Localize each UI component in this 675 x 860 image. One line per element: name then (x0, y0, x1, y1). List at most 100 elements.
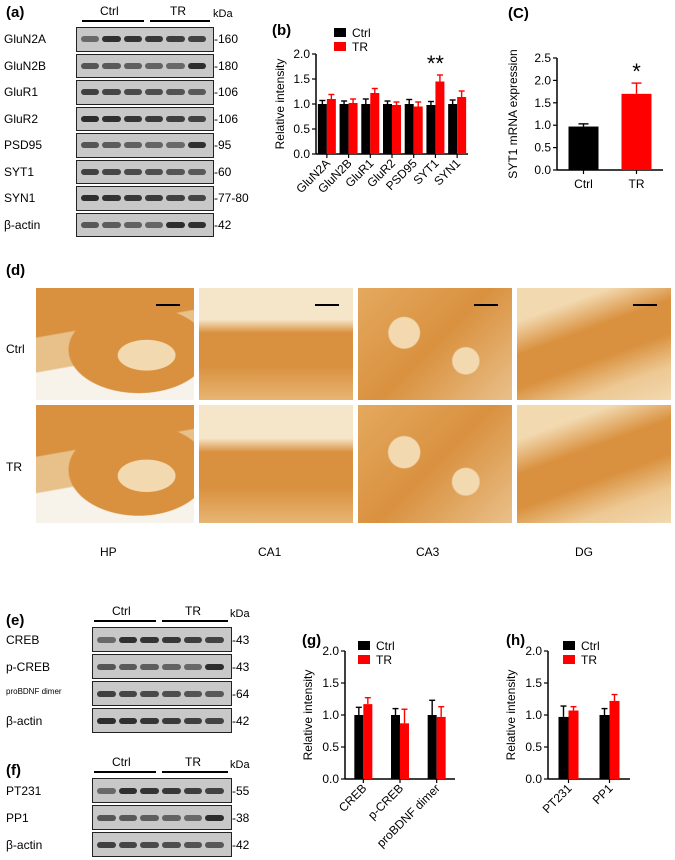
y-tick-label: 0.0 (293, 147, 310, 161)
blot-band (118, 841, 138, 848)
blot-a-row-label: GluR1 (4, 85, 39, 100)
histology-col-dg: DG (575, 545, 593, 559)
blot-band (102, 142, 121, 149)
x-tick-label: proBDNF dimer (374, 781, 443, 850)
blot-a-strip (76, 53, 214, 78)
blot-band (140, 636, 159, 643)
blot-band (162, 636, 181, 643)
bar-ctrl-syn1 (448, 104, 458, 154)
blot-band (97, 717, 116, 724)
histology-image-tr-hp (36, 405, 194, 523)
y-axis-label: SYT1 mRNA expression (506, 49, 520, 178)
blot-e-kda-marker: -42 (232, 713, 250, 728)
scale-bar (315, 304, 339, 306)
blot-e-row-label: proBDNF dimer (6, 686, 62, 696)
blot-e-kda-marker: -43 (232, 659, 250, 674)
x-tick-label: TR (629, 177, 645, 191)
panel-f-label: (f) (6, 762, 21, 779)
blot-band (81, 142, 100, 149)
blot-band (205, 841, 224, 848)
y-axis-label: Relative intensity (504, 670, 518, 761)
blot-band (187, 168, 206, 175)
significance-marker: ** (427, 51, 445, 76)
scale-bar (633, 304, 657, 306)
blot-band (183, 787, 203, 794)
chart-h: 0.0 0.5 1.0 1.5 2.0 Relative intensity PT231 PP… (504, 639, 630, 816)
blot-band (205, 717, 224, 724)
blot-band (140, 841, 159, 848)
blot-a-kda-marker: -160 (214, 32, 239, 47)
blot-f-row-label: PT231 (6, 783, 42, 798)
blot-f-row-label: PP1 (6, 810, 29, 825)
legend-label: TR (352, 40, 368, 54)
blot-e-strip (92, 681, 232, 706)
legend-label: Ctrl (376, 639, 395, 653)
blot-a-row-label: GluR2 (4, 111, 39, 126)
y-tick-label: 1.5 (534, 96, 551, 110)
blot-band (102, 89, 121, 96)
panel-h-label: (h) (506, 632, 526, 649)
blot-band (145, 221, 164, 228)
bar-tr-glun2a (326, 99, 336, 154)
histology-image-ctrl-ca1 (199, 288, 353, 400)
bar-ctrl-glun2b (339, 104, 349, 154)
blot-band (140, 717, 159, 724)
legend-label: Ctrl (581, 639, 600, 653)
blot-band (97, 787, 116, 794)
blot-e-ctrl-line (94, 620, 156, 622)
blot-band (166, 142, 185, 149)
y-tick-label: 0.0 (322, 772, 339, 786)
blot-band (183, 841, 203, 848)
blot-e-strip (92, 654, 232, 679)
blot-e-strip (92, 627, 232, 652)
histology-row-ctrl: Ctrl (6, 342, 25, 356)
blot-a-kda-marker: -106 (214, 85, 239, 100)
blot-f-tr-line (162, 771, 228, 773)
blot-band (187, 115, 206, 122)
blot-a-strip (76, 80, 214, 105)
bar-tr-p-creb (400, 723, 409, 779)
blot-f-kda-label: kDa (230, 759, 250, 771)
blot-f-ctrl-line (94, 771, 156, 773)
blot-band (166, 195, 185, 202)
blot-band (162, 663, 181, 670)
blot-f-row-label: β-actin (6, 837, 43, 852)
blot-band (183, 636, 203, 643)
blot-a-row-label: β-actin (4, 217, 41, 232)
legend-swatch-ctrl (563, 641, 575, 650)
blot-a-kda-marker: -42 (214, 217, 232, 232)
blot-f-kda-marker: -42 (232, 837, 250, 852)
blot-band (102, 115, 121, 122)
blot-band (118, 814, 138, 821)
legend-swatch-tr (334, 42, 346, 51)
bar-tr-syt1 (435, 81, 445, 154)
blot-band (123, 195, 142, 202)
blot-band (81, 62, 100, 69)
y-tick-label: 0.0 (534, 163, 551, 177)
blot-e-kda-marker: -64 (232, 686, 250, 701)
x-tick-label: CREB (336, 781, 369, 814)
bar-ctrl-probdnf-dimer (427, 715, 437, 779)
blot-band (166, 168, 185, 175)
blot-band (187, 195, 206, 202)
blot-a-kda-marker: -106 (214, 111, 239, 126)
blot-band (183, 717, 203, 724)
bar-ctrl-pt231 (558, 716, 569, 779)
blot-f-strip (92, 832, 232, 857)
blot-band (102, 195, 121, 202)
bar-ctrl-glur1 (361, 104, 371, 154)
blot-band (166, 62, 185, 69)
histology-image-tr-ca3 (358, 405, 512, 523)
histology-image-ctrl-dg (517, 288, 671, 400)
bar-tr-glur2 (392, 105, 401, 154)
blot-band (140, 787, 159, 794)
blot-f-strip (92, 778, 232, 803)
bar-tr-pt231 (568, 710, 579, 779)
blot-band (145, 89, 164, 96)
blot-f-kda-marker: -38 (232, 810, 250, 825)
blot-band (118, 717, 138, 724)
blot-e-strip (92, 708, 232, 733)
blot-band (97, 690, 116, 697)
blot-band (183, 690, 203, 697)
